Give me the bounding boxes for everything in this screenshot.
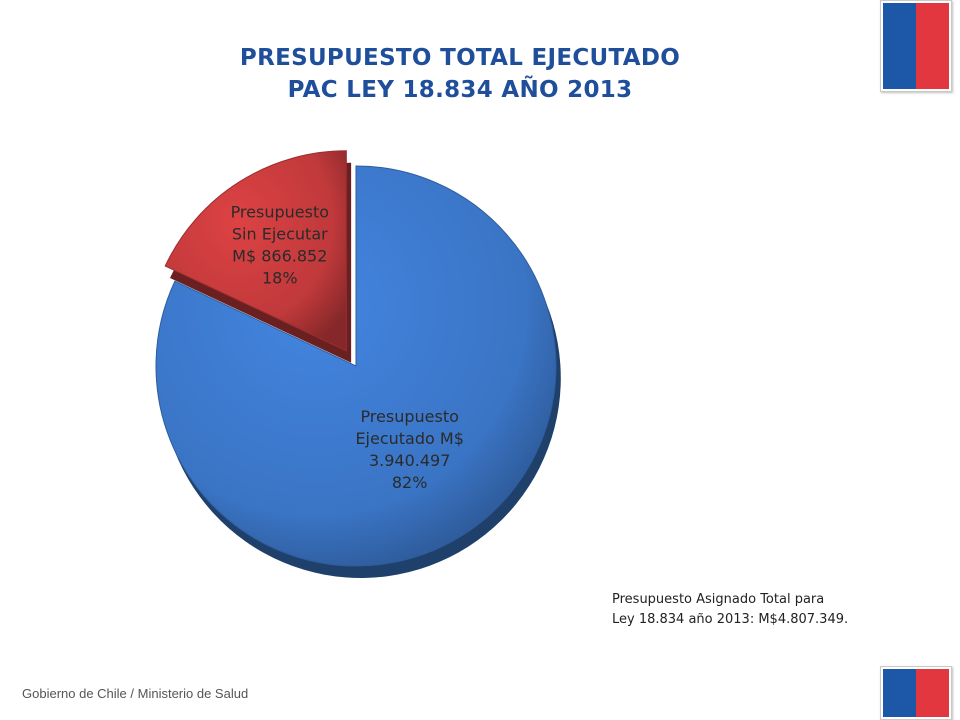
pie-slice: [155, 165, 557, 567]
footer-text: Gobierno de Chile / Ministerio de Salud: [22, 686, 249, 701]
flag-red-stripe: [916, 669, 949, 717]
slice-label-line: Presupuesto: [231, 203, 329, 222]
slice-label-line: 18%: [262, 269, 298, 288]
chart-title: PRESUPUESTO TOTAL EJECUTADO PAC LEY 18.8…: [150, 42, 770, 106]
budget-note-line-2: Ley 18.834 año 2013: M$4.807.349.: [612, 612, 849, 627]
slice-label-line: 82%: [392, 473, 428, 492]
chart-title-line-2: PAC LEY 18.834 AÑO 2013: [287, 77, 633, 103]
chart-title-line-1: PRESUPUESTO TOTAL EJECUTADO: [239, 45, 681, 71]
slice-label-line: M$ 866.852: [232, 247, 327, 266]
flag-blue-stripe: [883, 3, 916, 89]
slice-label-line: Sin Ejecutar: [232, 225, 328, 244]
budget-note-line-1: Presupuesto Asignado Total para: [612, 592, 825, 607]
chile-flag-logo-bottom: [880, 666, 952, 720]
slice-label-line: Ejecutado M$: [355, 429, 463, 448]
pie-chart: Presupuesto Ejecutado M$ 3.940.497 82% Presu…: [155, 150, 561, 578]
chile-flag-logo-top: [880, 0, 952, 92]
pie-slice: [164, 150, 347, 352]
budget-note: Presupuesto Asignado Total para Ley 18.8…: [612, 590, 932, 630]
flag-red-stripe: [916, 3, 949, 89]
flag-blue-stripe: [883, 669, 916, 717]
slice-label-line: 3.940.497: [369, 451, 450, 470]
slice-label-line: Presupuesto: [360, 407, 458, 426]
